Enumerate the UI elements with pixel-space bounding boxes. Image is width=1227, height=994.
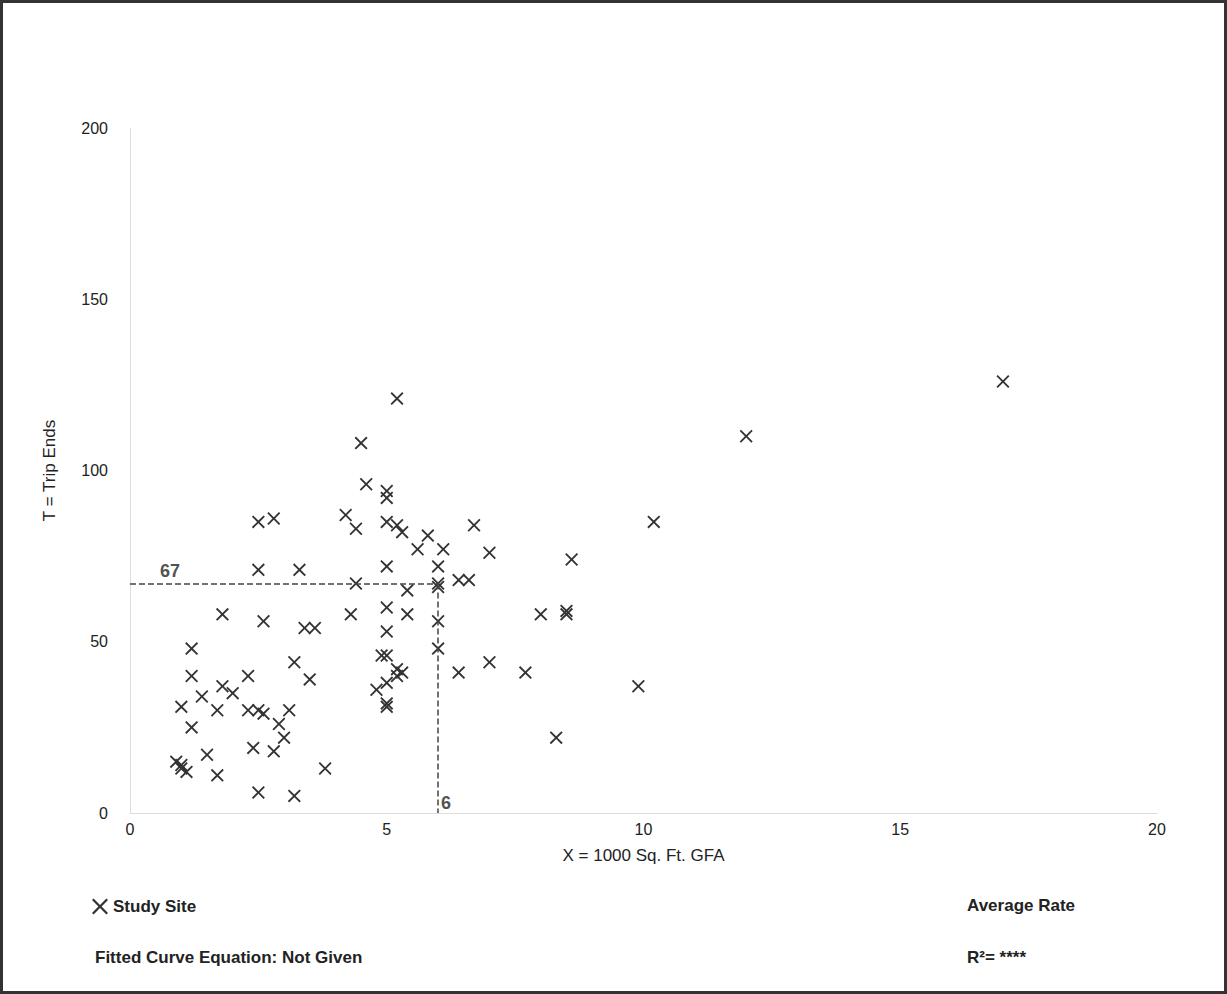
svg-text:50: 50 (90, 633, 108, 650)
svg-text:0: 0 (126, 821, 135, 838)
svg-text:5: 5 (382, 821, 391, 838)
svg-text:150: 150 (81, 291, 108, 308)
svg-text:10: 10 (635, 821, 653, 838)
svg-text:R²= ****: R²= **** (967, 948, 1026, 967)
svg-text:67: 67 (160, 561, 180, 581)
svg-text:0: 0 (99, 805, 108, 822)
svg-text:Study Site: Study Site (113, 897, 196, 916)
svg-text:20: 20 (1148, 821, 1166, 838)
svg-text:X = 1000 Sq. Ft. GFA: X = 1000 Sq. Ft. GFA (562, 846, 725, 865)
svg-text:100: 100 (81, 462, 108, 479)
svg-text:Fitted Curve Equation: Not Giv: Fitted Curve Equation: Not Given (95, 948, 362, 967)
svg-text:15: 15 (891, 821, 909, 838)
svg-text:Average Rate: Average Rate (967, 896, 1075, 915)
svg-text:T = Trip Ends: T = Trip Ends (40, 420, 59, 521)
svg-text:6: 6 (441, 793, 451, 813)
svg-text:200: 200 (81, 120, 108, 137)
